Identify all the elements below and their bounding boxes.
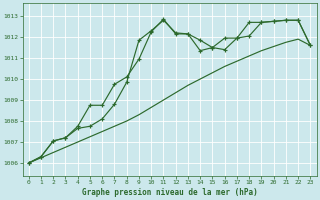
X-axis label: Graphe pression niveau de la mer (hPa): Graphe pression niveau de la mer (hPa) (82, 188, 258, 197)
